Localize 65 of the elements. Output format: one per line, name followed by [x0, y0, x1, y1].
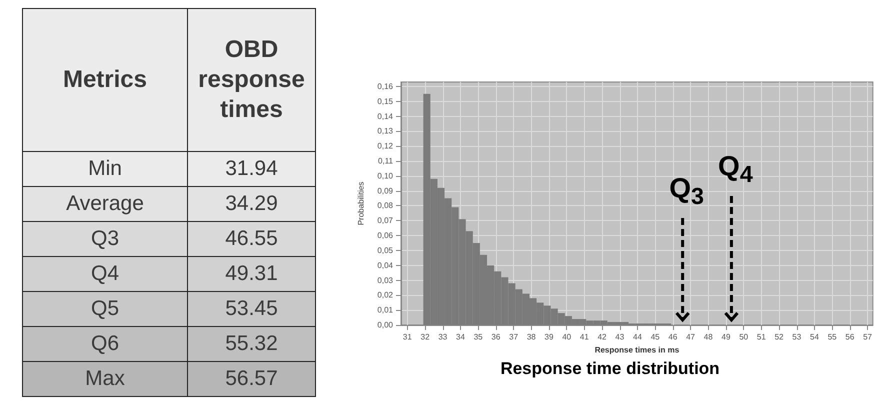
x-tick-label: 53 [792, 332, 802, 342]
x-tick-label: 43 [615, 332, 625, 342]
ref-line-label: Q$_{3}$ [669, 172, 704, 210]
category-label: Q3 [22, 222, 188, 256]
x-tick-label: 39 [544, 332, 554, 342]
category-label: Q5 [22, 292, 188, 326]
category-label: Q4 [22, 256, 188, 292]
data-label: 56.57 [188, 362, 316, 396]
x-tick-label: 48 [704, 332, 714, 342]
x-tick-label: 40 [562, 332, 572, 342]
x-tick-label: 49 [722, 332, 731, 342]
y-tick-label: 0,07 [377, 216, 394, 226]
x-tick-label: 42 [598, 332, 608, 342]
y-axis-title: Probabilities [356, 182, 366, 226]
y-tick-label: 0,13 [377, 126, 394, 136]
data-label: 31.94 [188, 152, 316, 186]
data-label: 55.32 [188, 326, 316, 362]
x-axis-title: Response times in ms [594, 345, 680, 354]
data-label: 46.55 [188, 222, 316, 256]
x-tick-label: 54 [810, 332, 820, 342]
y-tick-label: 0,09 [377, 186, 394, 196]
y-tick-label: 0,04 [377, 260, 394, 270]
x-tick-label: 52 [774, 332, 784, 342]
category-label: Average [22, 186, 188, 222]
y-tick-label: 0,14 [377, 112, 394, 121]
x-tick-label: 44 [633, 332, 642, 342]
y-tick-label: 0,11 [378, 156, 394, 166]
x-tick-label: 32 [420, 332, 430, 342]
data-label: 53.45 [188, 292, 316, 326]
x-tick-label: 57 [863, 332, 873, 342]
text: Response time distribution [500, 359, 720, 378]
y-tick-label: 0,01 [377, 306, 394, 315]
x-tick-label: 37 [509, 332, 519, 342]
x-tick-label: 51 [756, 332, 766, 342]
y-tick-label: 0,03 [377, 276, 394, 285]
category-label: Q6 [22, 326, 188, 362]
x-tick-label: 41 [580, 332, 590, 342]
y-tick-label: 0,06 [377, 231, 394, 240]
x-tick-label: 33 [438, 332, 448, 342]
text: OBD response times [188, 8, 316, 152]
x-tick-label: 55 [828, 332, 838, 342]
x-tick-label: 56 [845, 332, 855, 342]
y-tick-label: 0,12 [377, 142, 394, 151]
ref-line-label: Q$_{4}$ [718, 150, 753, 188]
x-tick-label: 31 [402, 332, 412, 342]
category-label: Max [22, 362, 188, 396]
data-label: 34.29 [188, 186, 316, 222]
x-tick-label: 47 [686, 332, 696, 342]
category-label: Min [22, 152, 188, 186]
y-tick-label: 0,00 [377, 320, 394, 330]
x-tick-label: 38 [526, 332, 536, 342]
x-tick-label: 45 [650, 332, 660, 342]
y-tick-label: 0,10 [377, 171, 394, 180]
x-tick-label: 50 [739, 332, 749, 342]
x-tick-label: 34 [456, 332, 466, 342]
y-tick-label: 0,16 [377, 82, 394, 91]
y-tick-label: 0,02 [377, 290, 394, 300]
data-label: 49.31 [188, 256, 316, 292]
x-tick-label: 36 [491, 332, 501, 342]
text: Metrics [22, 8, 188, 152]
x-tick-label: 35 [474, 332, 484, 342]
y-tick-label: 0,05 [377, 246, 394, 255]
y-tick-label: 0,15 [377, 96, 394, 106]
x-tick-label: 46 [668, 332, 678, 342]
y-tick-label: 0,08 [377, 201, 394, 210]
